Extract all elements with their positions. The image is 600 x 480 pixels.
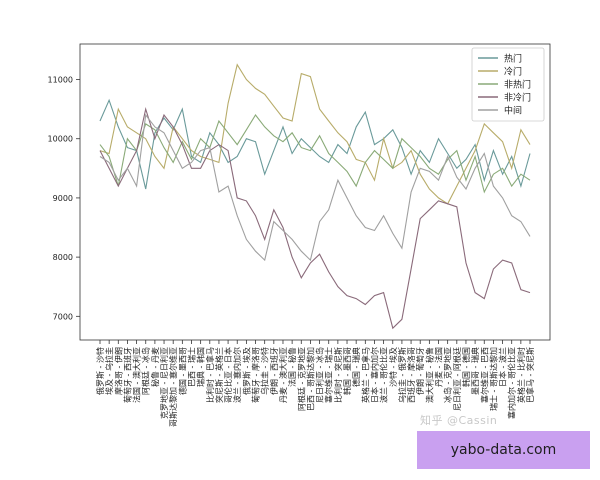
x-tick-label: 葡萄牙 - 摩洛哥 bbox=[251, 347, 261, 403]
brand-banner: yabo-data.com bbox=[417, 431, 590, 469]
legend-label: 非热门 bbox=[504, 79, 531, 91]
series-line-1 bbox=[99, 63, 531, 205]
x-tick-label: 瑞士 - 哥斯达黎加 bbox=[488, 347, 498, 411]
x-tick-label: 摩洛哥 - 伊朗 bbox=[113, 347, 123, 395]
x-tick-label: 埃及 - 乌拉圭 bbox=[104, 347, 114, 395]
x-tick-label: 波兰 - 哥伦比亚 bbox=[379, 347, 389, 403]
x-tick-label: 比利时 - 巴拿马 bbox=[205, 347, 215, 403]
x-tick-label: 哥斯达黎加 - 塞尔维亚 bbox=[168, 347, 178, 427]
y-tick-label: 8000 bbox=[53, 253, 73, 262]
x-tick-label: 克罗地亚 - 尼日利亚 bbox=[159, 347, 169, 419]
x-tick-label: 阿根廷 - 克罗地亚 bbox=[296, 347, 306, 411]
x-tick-label: 伊朗 - 西班牙 bbox=[269, 347, 279, 395]
x-tick-label: 瑞典 - 韩国 bbox=[196, 347, 206, 387]
x-tick-label: 丹麦 - 法国 bbox=[434, 347, 444, 387]
x-tick-label: 韩国 - 墨西哥 bbox=[342, 347, 352, 395]
x-tick-label: 秘鲁 - 丹麦 bbox=[150, 347, 160, 387]
x-tick-label: 尼日利亚 - 冰岛 bbox=[315, 347, 325, 403]
x-tick-label: 英格兰 - 比利时 bbox=[516, 347, 526, 403]
series-line-0 bbox=[99, 98, 531, 190]
x-tick-label: 日本 - 波兰 bbox=[498, 347, 508, 387]
series-line-4 bbox=[99, 113, 531, 262]
x-tick-label: 墨西哥 - 瑞典 bbox=[470, 347, 480, 395]
legend-box bbox=[471, 47, 545, 122]
x-tick-label: 俄罗斯 - 埃及 bbox=[241, 347, 251, 395]
x-tick-label: 冰岛 - 克罗地亚 bbox=[443, 347, 453, 403]
legend-label: 冷门 bbox=[504, 66, 522, 78]
x-tick-label: 波兰 - 塞内加尔 bbox=[232, 347, 242, 403]
x-tick-label: 巴拿马 - 突尼斯 bbox=[525, 347, 535, 403]
watermark-text: 知乎 @Cassin bbox=[420, 414, 498, 427]
x-tick-label: 尼日利亚 - 阿根廷 bbox=[452, 347, 462, 411]
x-tick-label: 沙特 - 埃及 bbox=[388, 347, 398, 387]
legend-label: 中间 bbox=[504, 105, 522, 117]
brand-text: yabo-data.com bbox=[450, 442, 557, 458]
x-tick-label: 巴西 - 哥斯达黎加 bbox=[305, 347, 315, 411]
y-tick-label: 9000 bbox=[53, 194, 73, 203]
x-tick-label: 西班牙 - 摩洛哥 bbox=[406, 347, 416, 403]
x-tick-label: 伊朗 - 葡萄牙 bbox=[415, 347, 425, 395]
x-tick-label: 德国 - 墨西哥 bbox=[177, 347, 187, 395]
y-tick-label: 7000 bbox=[53, 312, 73, 321]
x-tick-label: 塞尔维亚 - 瑞士 bbox=[324, 347, 334, 403]
y-tick-label: 10000 bbox=[48, 135, 73, 144]
x-tick-label: 塞尔维亚 - 巴西 bbox=[479, 347, 489, 403]
series-line-2 bbox=[99, 114, 531, 194]
x-tick-label: 英格兰 - 巴拿马 bbox=[360, 347, 370, 403]
x-tick-label: 阿根廷 - 冰岛 bbox=[141, 347, 151, 395]
legend-label: 热门 bbox=[504, 53, 522, 65]
x-tick-label: 葡萄牙 - 西班牙 bbox=[122, 347, 132, 403]
x-tick-label: 比利时 - 突尼斯 bbox=[333, 347, 343, 403]
x-tick-label: 法国 - 秘鲁 bbox=[287, 347, 297, 387]
x-tick-label: 塞内加尔 - 哥伦比亚 bbox=[507, 347, 517, 419]
legend-label: 非冷门 bbox=[504, 92, 531, 104]
x-tick-label: 日本 - 塞内加尔 bbox=[369, 347, 379, 403]
series-line-3 bbox=[99, 106, 531, 330]
x-tick-label: 丹麦 - 澳大利亚 bbox=[278, 347, 288, 403]
x-tick-label: 突尼斯 - 英格兰 bbox=[214, 347, 224, 403]
x-tick-label: 法国 - 澳大利亚 bbox=[132, 347, 142, 403]
x-tick-label: 澳大利亚 - 秘鲁 bbox=[424, 347, 434, 403]
x-tick-label: 俄罗斯 - 沙特 bbox=[95, 347, 105, 395]
x-tick-label: 巴西 - 瑞士 bbox=[186, 347, 196, 387]
x-tick-label: 德国 - 瑞典 bbox=[351, 347, 361, 387]
plot-frame bbox=[79, 43, 551, 341]
y-tick-label: 11000 bbox=[48, 76, 73, 85]
x-tick-label: 乌拉圭 - 俄罗斯 bbox=[397, 347, 407, 403]
x-tick-label: 乌拉圭 - 沙特 bbox=[260, 347, 270, 395]
x-tick-label: 哥伦比亚 - 日本 bbox=[223, 347, 233, 403]
x-tick-label: 韩国 - 德国 bbox=[461, 347, 471, 387]
